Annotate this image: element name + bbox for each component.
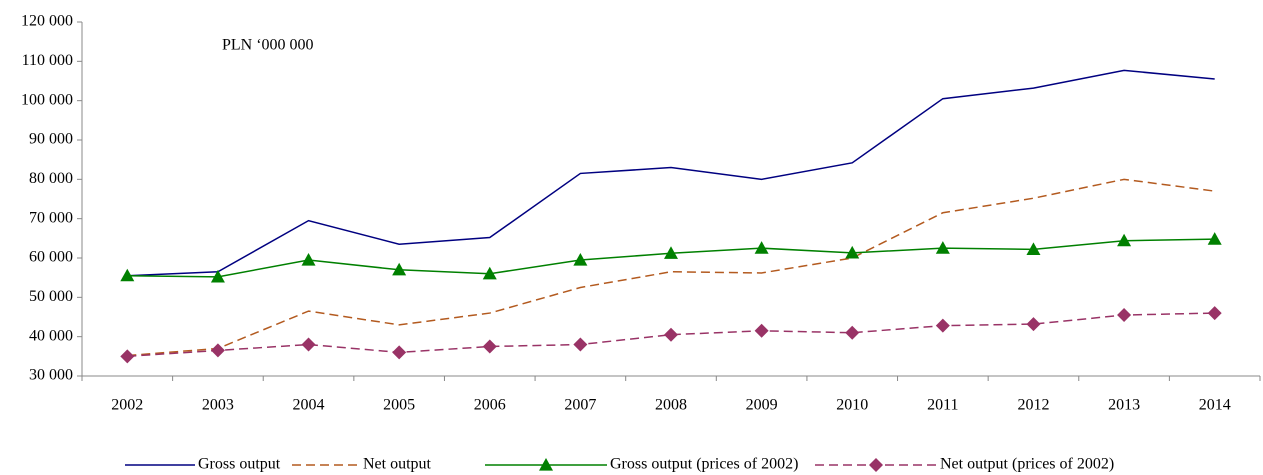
x-tick-label: 2008 xyxy=(655,397,687,414)
triangle-marker xyxy=(1026,242,1041,255)
y-tick-label: 60 000 xyxy=(29,249,73,266)
legend-label: Gross output xyxy=(198,456,281,473)
x-tick-label: 2011 xyxy=(927,397,958,414)
triangle-marker xyxy=(935,241,950,254)
diamond-marker xyxy=(869,458,883,472)
triangle-marker xyxy=(845,245,860,259)
triangle-marker xyxy=(120,268,135,282)
x-tick-label: 2003 xyxy=(202,397,234,414)
series-line xyxy=(127,69,1215,277)
diamond-marker xyxy=(1117,308,1132,323)
x-tick-label: 2007 xyxy=(564,397,596,414)
diamond-marker xyxy=(301,337,316,352)
triangle-marker xyxy=(664,246,678,259)
diamond-marker xyxy=(1026,317,1041,332)
y-tick-label: 40 000 xyxy=(29,327,73,344)
x-tick-label: 2005 xyxy=(383,397,415,414)
x-tick-label: 2012 xyxy=(1017,397,1049,414)
y-tick-label: 50 000 xyxy=(29,288,73,305)
x-tick-label: 2013 xyxy=(1108,397,1140,414)
legend-label: Net output (prices of 2002) xyxy=(940,456,1114,473)
annotation: PLN ‘000 000 xyxy=(222,37,314,54)
triangle-marker xyxy=(754,241,769,254)
diamond-marker xyxy=(573,337,588,352)
triangle-marker xyxy=(1117,233,1132,247)
diamond-marker xyxy=(392,345,407,360)
x-tick-label: 2002 xyxy=(111,397,143,414)
diamond-marker xyxy=(935,318,950,333)
triangle-marker xyxy=(573,252,588,266)
diamond-marker xyxy=(664,327,678,342)
triangle-marker xyxy=(301,252,316,266)
diamond-marker xyxy=(845,325,860,340)
triangle-marker xyxy=(392,262,407,276)
diamond-marker xyxy=(210,343,225,358)
triangle-marker xyxy=(1207,232,1222,245)
x-tick-label: 2006 xyxy=(474,397,506,414)
y-tick-label: 80 000 xyxy=(29,170,73,187)
x-tick-label: 2010 xyxy=(836,397,868,414)
x-tick-label: 2009 xyxy=(746,397,778,414)
legend-label: Net output xyxy=(363,456,432,473)
y-tick-label: 30 000 xyxy=(29,367,73,384)
legend-label: Gross output (prices of 2002) xyxy=(610,456,798,473)
y-tick-label: 120 000 xyxy=(21,13,73,30)
diamond-marker xyxy=(482,339,497,354)
triangle-marker xyxy=(482,266,497,280)
triangle-marker xyxy=(539,458,553,471)
diamond-marker xyxy=(1207,306,1222,321)
diamond-marker xyxy=(120,349,135,364)
series-line xyxy=(127,178,1215,357)
x-tick-label: 2014 xyxy=(1199,397,1231,414)
y-tick-label: 110 000 xyxy=(22,52,73,69)
y-tick-label: 90 000 xyxy=(29,131,73,148)
x-tick-label: 2004 xyxy=(293,397,325,414)
y-tick-label: 100 000 xyxy=(21,91,73,108)
y-tick-label: 70 000 xyxy=(29,209,73,226)
triangle-marker xyxy=(210,269,225,283)
diamond-marker xyxy=(754,323,769,338)
